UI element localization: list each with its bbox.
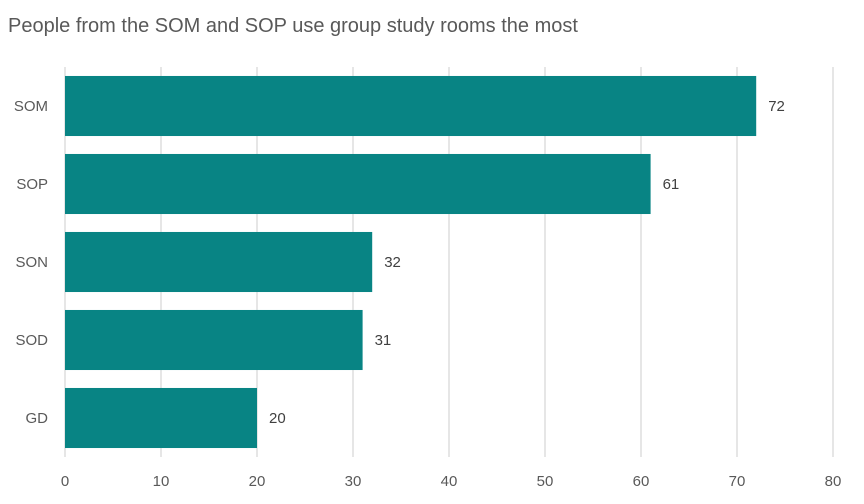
x-tick-label-70: 70: [729, 473, 746, 490]
x-tick-label-60: 60: [633, 473, 650, 490]
x-tick-label-40: 40: [441, 473, 458, 490]
bar-som: [65, 75, 757, 137]
x-tick-label-10: 10: [153, 473, 170, 490]
bar-sop: [65, 153, 651, 215]
x-tick-label-0: 0: [61, 473, 69, 490]
bar-sod: [65, 309, 363, 371]
category-label-sop: SOP: [16, 176, 48, 193]
category-labels: SOM SOP SON SOD GD: [14, 98, 48, 427]
category-label-son: SON: [15, 254, 48, 271]
data-label-sod: 31: [375, 332, 392, 349]
x-tick-label-20: 20: [249, 473, 266, 490]
x-tick-labels: 0 10 20 30 40 50 60 70 80: [61, 473, 842, 490]
category-label-gd: GD: [26, 410, 49, 427]
x-tick-label-80: 80: [825, 473, 842, 490]
category-label-som: SOM: [14, 98, 48, 115]
x-tick-label-30: 30: [345, 473, 362, 490]
bars: [65, 75, 757, 449]
data-label-som: 72: [768, 98, 785, 115]
data-label-gd: 20: [269, 410, 286, 427]
data-label-son: 32: [384, 254, 401, 271]
chart-title: People from the SOM and SOP use group st…: [8, 15, 578, 37]
x-tick-label-50: 50: [537, 473, 554, 490]
data-label-sop: 61: [663, 176, 680, 193]
data-labels: 72 61 32 31 20: [269, 98, 785, 427]
bar-son: [65, 231, 373, 293]
category-label-sod: SOD: [15, 332, 48, 349]
bar-gd: [65, 387, 257, 449]
